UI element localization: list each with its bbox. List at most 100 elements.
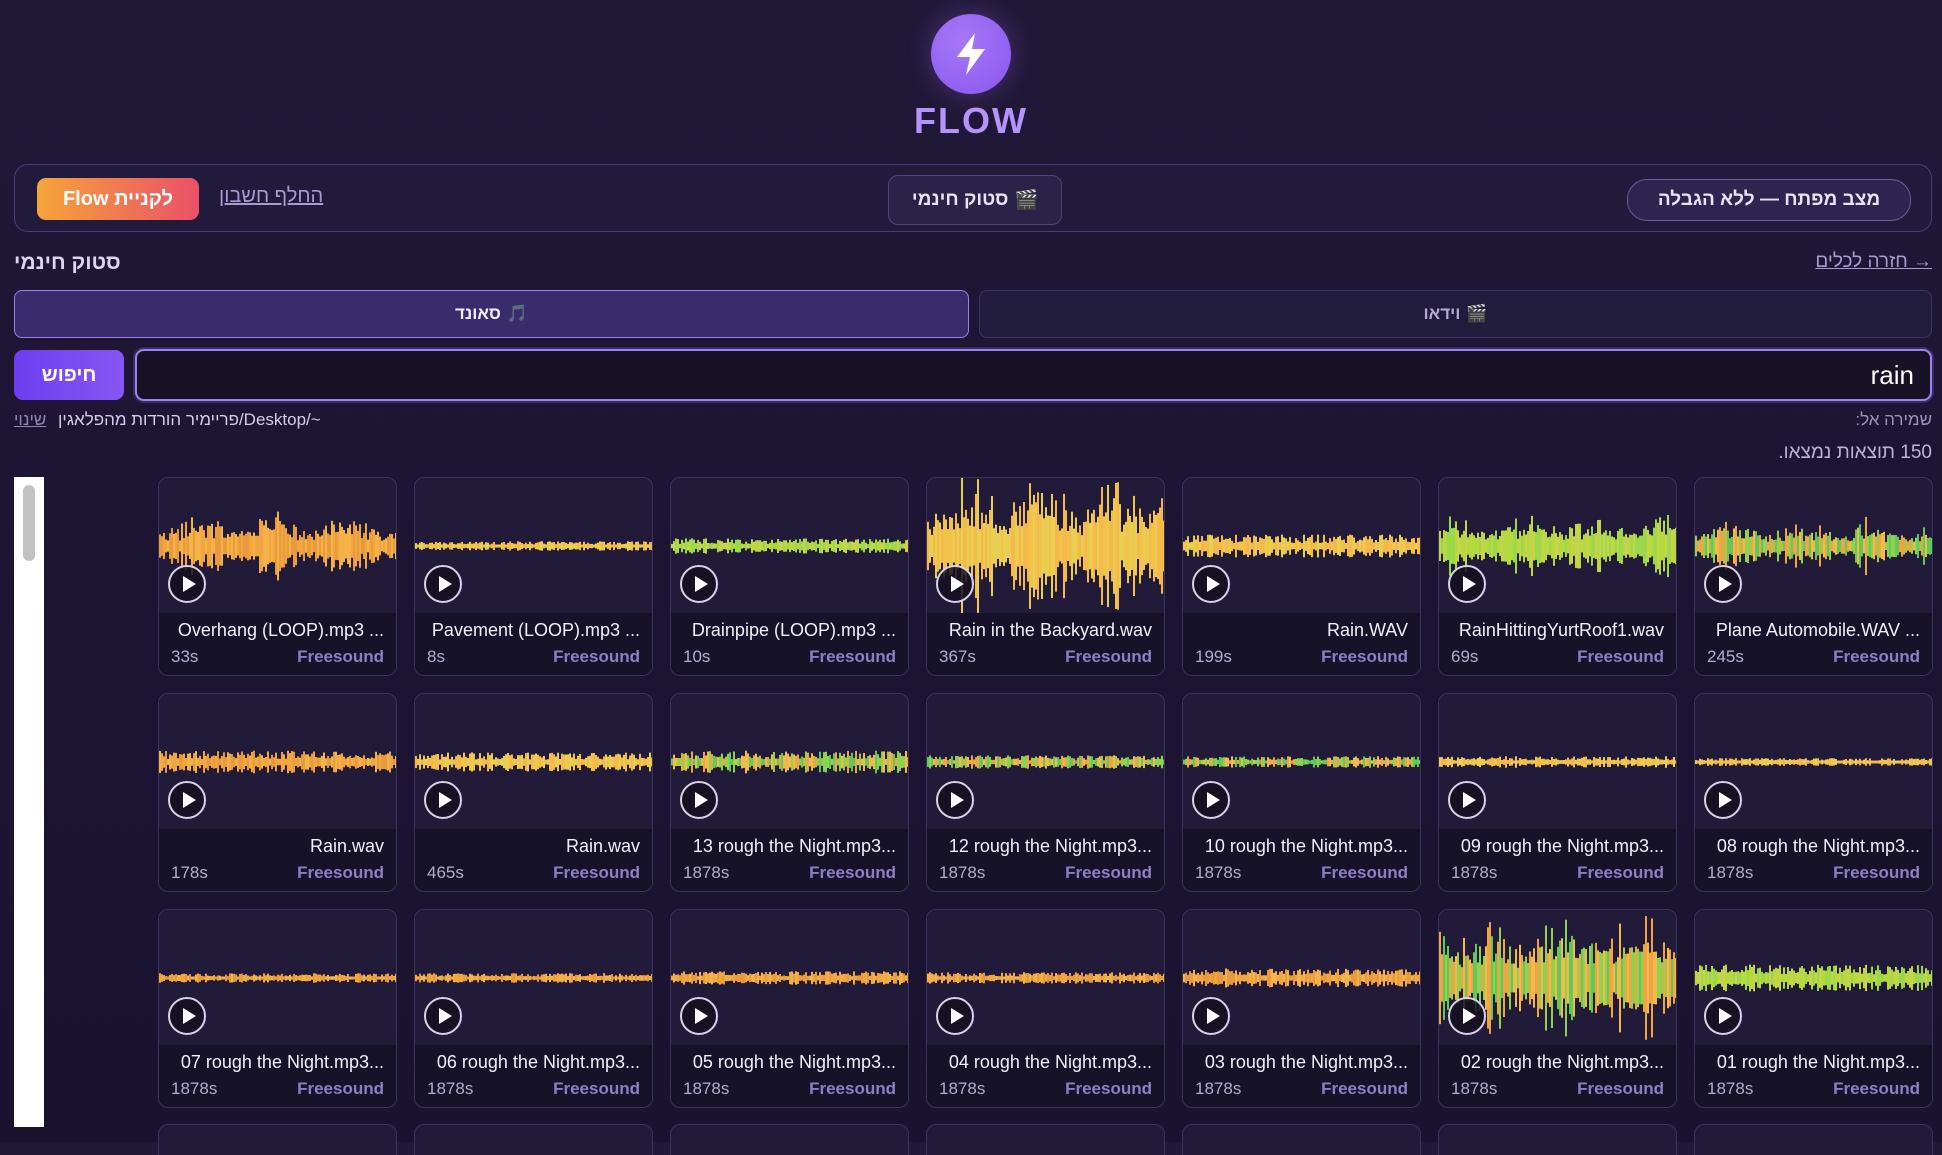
play-icon[interactable] xyxy=(680,997,718,1035)
page-title: סטוק חינמי xyxy=(14,251,121,274)
lightning-bolt-icon xyxy=(931,14,1011,94)
clapperboard-icon: 🎬 xyxy=(1466,304,1488,323)
brand-logo: FLOW xyxy=(0,14,1942,142)
duration: 33s xyxy=(171,647,199,666)
duration: 1878s xyxy=(1195,1079,1242,1098)
sound-result-card[interactable]: Rain in the Backyard.wav 367s Freesound xyxy=(926,477,1165,676)
file-name: 13 rough the Night.mp3... xyxy=(692,836,896,856)
play-icon[interactable] xyxy=(424,781,462,819)
play-icon[interactable] xyxy=(936,565,974,603)
sound-result-card[interactable]: 03 rough the Night.mp3... 1878s Freesound xyxy=(1182,909,1421,1108)
play-icon[interactable] xyxy=(680,565,718,603)
duration: 1878s xyxy=(427,1079,474,1098)
card-partial[interactable] xyxy=(670,1124,909,1155)
card-info: 03 rough the Night.mp3... 1878s Freesound xyxy=(1183,1045,1420,1107)
sound-result-card[interactable]: Rain.wav 178s Freesound xyxy=(158,693,397,892)
card-info: Pavement (LOOP).mp3 ... 8s Freesound xyxy=(415,613,652,675)
card-partial[interactable] xyxy=(926,1124,1165,1155)
back-to-tools-link[interactable]: → חזרה לכלים xyxy=(1815,251,1932,272)
play-icon[interactable] xyxy=(424,997,462,1035)
card-partial[interactable] xyxy=(1182,1124,1421,1155)
sound-result-card[interactable]: 06 rough the Night.mp3... 1878s Freesound xyxy=(414,909,653,1108)
sound-result-card[interactable]: Rain.wav 465s Freesound xyxy=(414,693,653,892)
sound-result-card[interactable]: 13 rough the Night.mp3... 1878s Freesound xyxy=(670,693,909,892)
card-partial[interactable] xyxy=(414,1124,653,1155)
duration: 1878s xyxy=(1195,863,1242,882)
sound-result-card[interactable]: Plane Automobile.WAV ... 245s Freesound xyxy=(1694,477,1933,676)
sound-result-card[interactable]: RainHittingYurtRoof1.wav 69s Freesound xyxy=(1438,477,1677,676)
search-input[interactable] xyxy=(135,349,1932,401)
scrollbar[interactable] xyxy=(14,477,44,1127)
save-path: ~/Desktop/פריימיר הורדות מהפלאגין xyxy=(58,410,321,429)
sound-result-card[interactable]: 01 rough the Night.mp3... 1878s Freesound xyxy=(1694,909,1933,1108)
card-info: Rain.WAV 199s Freesound xyxy=(1183,613,1420,675)
switch-account-link[interactable]: החלף חשבון xyxy=(219,185,324,207)
sound-result-card[interactable]: 12 rough the Night.mp3... 1878s Freesound xyxy=(926,693,1165,892)
play-icon[interactable] xyxy=(1448,781,1486,819)
file-name: 02 rough the Night.mp3... xyxy=(1460,1052,1664,1072)
file-name: 09 rough the Night.mp3... xyxy=(1460,836,1664,856)
file-name: 06 rough the Night.mp3... xyxy=(436,1052,640,1072)
play-icon[interactable] xyxy=(1448,997,1486,1035)
tab-sound[interactable]: 🎵 סאונד xyxy=(14,290,969,338)
duration: 1878s xyxy=(1707,1079,1754,1098)
duration: 245s xyxy=(1707,647,1744,666)
sound-result-card[interactable]: 02 rough the Night.mp3... 1878s Freesound xyxy=(1438,909,1677,1108)
waveform xyxy=(415,694,652,830)
tab-sound-label: סאונד xyxy=(455,304,501,323)
tab-video[interactable]: 🎬 וידאו xyxy=(979,290,1932,338)
sound-result-card[interactable]: Overhang (LOOP).mp3 ... 33s Freesound xyxy=(158,477,397,676)
sound-result-card[interactable]: 08 rough the Night.mp3... 1878s Freesound xyxy=(1694,693,1933,892)
source-label: Freesound xyxy=(1577,863,1664,882)
sound-result-card[interactable]: 05 rough the Night.mp3... 1878s Freesound xyxy=(670,909,909,1108)
source-label: Freesound xyxy=(809,1079,896,1098)
sound-result-card[interactable]: 09 rough the Night.mp3... 1878s Freesound xyxy=(1438,693,1677,892)
file-name: Rain.wav xyxy=(309,836,384,856)
sound-result-card[interactable]: 10 rough the Night.mp3... 1878s Freesound xyxy=(1182,693,1421,892)
play-icon[interactable] xyxy=(1192,781,1230,819)
play-icon[interactable] xyxy=(1704,997,1742,1035)
card-info: 06 rough the Night.mp3... 1878s Freesound xyxy=(415,1045,652,1107)
source-label: Freesound xyxy=(809,863,896,882)
card-info: 05 rough the Night.mp3... 1878s Freesound xyxy=(671,1045,908,1107)
source-label: Freesound xyxy=(553,1079,640,1098)
card-info: 08 rough the Night.mp3... 1878s Freesound xyxy=(1695,829,1932,891)
play-icon[interactable] xyxy=(168,781,206,819)
search-button[interactable]: חיפוש xyxy=(14,350,124,400)
play-icon[interactable] xyxy=(168,565,206,603)
duration: 1878s xyxy=(683,1079,730,1098)
play-icon[interactable] xyxy=(1192,997,1230,1035)
play-icon[interactable] xyxy=(1448,565,1486,603)
source-label: Freesound xyxy=(1065,863,1152,882)
sound-result-card[interactable]: Drainpipe (LOOP).mp3 ... 10s Freesound xyxy=(670,477,909,676)
change-save-path-link[interactable]: שינוי xyxy=(14,410,47,429)
play-icon[interactable] xyxy=(1704,781,1742,819)
source-label: Freesound xyxy=(809,647,896,666)
card-partial[interactable] xyxy=(1694,1124,1933,1155)
sound-result-card[interactable]: 07 rough the Night.mp3... 1878s Freesound xyxy=(158,909,397,1108)
source-label: Freesound xyxy=(1577,1079,1664,1098)
waveform xyxy=(671,910,908,1046)
buy-flow-button[interactable]: לקניית Flow xyxy=(37,178,199,220)
duration: 10s xyxy=(683,647,711,666)
scrollbar-thumb[interactable] xyxy=(23,485,35,561)
file-name: Pavement (LOOP).mp3 ... xyxy=(431,620,640,640)
play-icon[interactable] xyxy=(424,565,462,603)
play-icon[interactable] xyxy=(168,997,206,1035)
card-partial[interactable] xyxy=(158,1124,397,1155)
sound-result-card[interactable]: Rain.WAV 199s Freesound xyxy=(1182,477,1421,676)
play-icon[interactable] xyxy=(936,781,974,819)
file-name: 07 rough the Night.mp3... xyxy=(180,1052,384,1072)
play-icon[interactable] xyxy=(1192,565,1230,603)
card-partial[interactable] xyxy=(1438,1124,1677,1155)
free-stock-button[interactable]: 🎬 סטוק חינמי xyxy=(888,175,1062,225)
play-icon[interactable] xyxy=(680,781,718,819)
play-icon[interactable] xyxy=(936,997,974,1035)
source-label: Freesound xyxy=(1065,647,1152,666)
sound-result-card[interactable]: Pavement (LOOP).mp3 ... 8s Freesound xyxy=(414,477,653,676)
results-grid: Overhang (LOOP).mp3 ... 33s Freesound Pavem… xyxy=(158,477,1933,1108)
play-icon[interactable] xyxy=(1704,565,1742,603)
card-info: 02 rough the Night.mp3... 1878s Freesound xyxy=(1439,1045,1676,1107)
source-label: Freesound xyxy=(1833,863,1920,882)
sound-result-card[interactable]: 04 rough the Night.mp3... 1878s Freesound xyxy=(926,909,1165,1108)
